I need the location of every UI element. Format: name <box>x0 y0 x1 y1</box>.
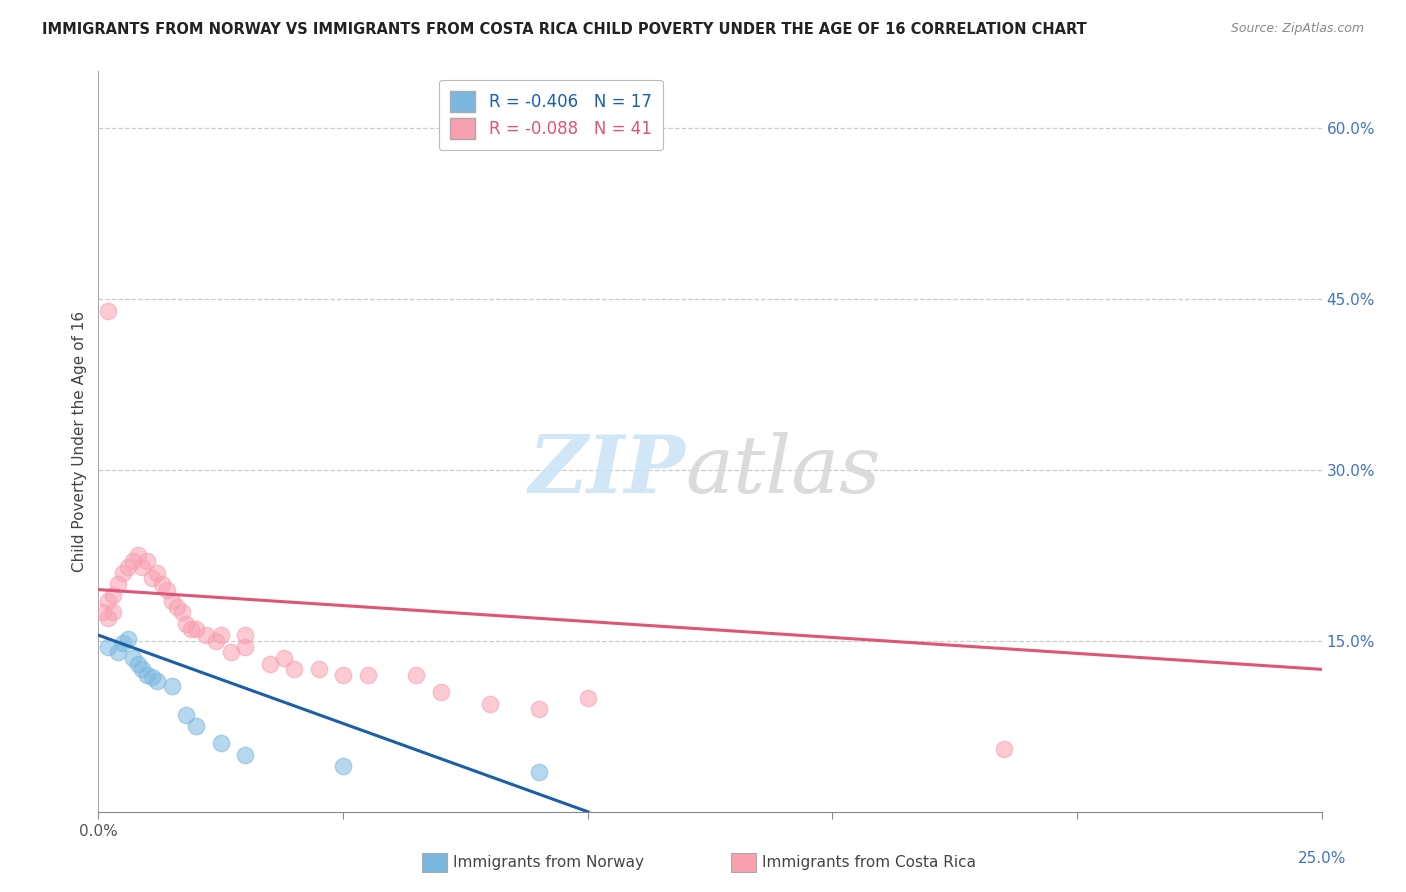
Point <box>576 690 599 705</box>
Point <box>180 623 202 637</box>
Point <box>176 616 198 631</box>
Point <box>209 736 232 750</box>
Point <box>233 747 256 762</box>
Point <box>993 742 1015 756</box>
Point <box>121 554 143 568</box>
Point <box>131 662 153 676</box>
Point <box>141 670 163 684</box>
Point <box>527 764 550 779</box>
Point <box>430 685 453 699</box>
Point <box>146 673 169 688</box>
Point <box>111 566 134 580</box>
Point <box>273 651 295 665</box>
Point <box>150 577 173 591</box>
Point <box>127 549 149 563</box>
Point <box>195 628 218 642</box>
Point <box>117 632 139 646</box>
Y-axis label: Child Poverty Under the Age of 16: Child Poverty Under the Age of 16 <box>72 311 87 572</box>
Point <box>160 680 183 694</box>
Text: Immigrants from Norway: Immigrants from Norway <box>453 855 644 870</box>
Text: ZIP: ZIP <box>529 433 686 510</box>
Point <box>97 640 120 654</box>
Point <box>186 719 208 733</box>
Point <box>107 577 129 591</box>
Text: atlas: atlas <box>686 433 882 510</box>
Point <box>141 571 163 585</box>
Point <box>91 606 114 620</box>
Point <box>136 554 159 568</box>
Point <box>205 633 228 648</box>
Point <box>107 645 129 659</box>
Text: 25.0%: 25.0% <box>1298 851 1346 865</box>
Point <box>146 566 169 580</box>
Point <box>131 559 153 574</box>
Point <box>97 594 120 608</box>
Point <box>170 606 193 620</box>
Point <box>117 559 139 574</box>
Point <box>127 657 149 671</box>
Point <box>176 707 198 722</box>
Point <box>356 668 378 682</box>
Point <box>97 303 120 318</box>
Point <box>101 588 124 602</box>
Point <box>259 657 281 671</box>
Point <box>101 606 124 620</box>
Point <box>233 640 256 654</box>
Point <box>219 645 242 659</box>
Point <box>405 668 427 682</box>
Point <box>111 636 134 650</box>
Text: Source: ZipAtlas.com: Source: ZipAtlas.com <box>1230 22 1364 36</box>
Point <box>332 759 354 773</box>
Legend: R = -0.406   N = 17, R = -0.088   N = 41: R = -0.406 N = 17, R = -0.088 N = 41 <box>439 79 664 151</box>
Point <box>186 623 208 637</box>
Point <box>233 628 256 642</box>
Point <box>478 697 501 711</box>
Point <box>166 599 188 614</box>
Point <box>121 651 143 665</box>
Point <box>136 668 159 682</box>
Point <box>283 662 305 676</box>
Point <box>332 668 354 682</box>
Point <box>527 702 550 716</box>
Point <box>160 594 183 608</box>
Point <box>97 611 120 625</box>
Point <box>209 628 232 642</box>
Point <box>156 582 179 597</box>
Text: Immigrants from Costa Rica: Immigrants from Costa Rica <box>762 855 976 870</box>
Point <box>308 662 330 676</box>
Text: IMMIGRANTS FROM NORWAY VS IMMIGRANTS FROM COSTA RICA CHILD POVERTY UNDER THE AGE: IMMIGRANTS FROM NORWAY VS IMMIGRANTS FRO… <box>42 22 1087 37</box>
